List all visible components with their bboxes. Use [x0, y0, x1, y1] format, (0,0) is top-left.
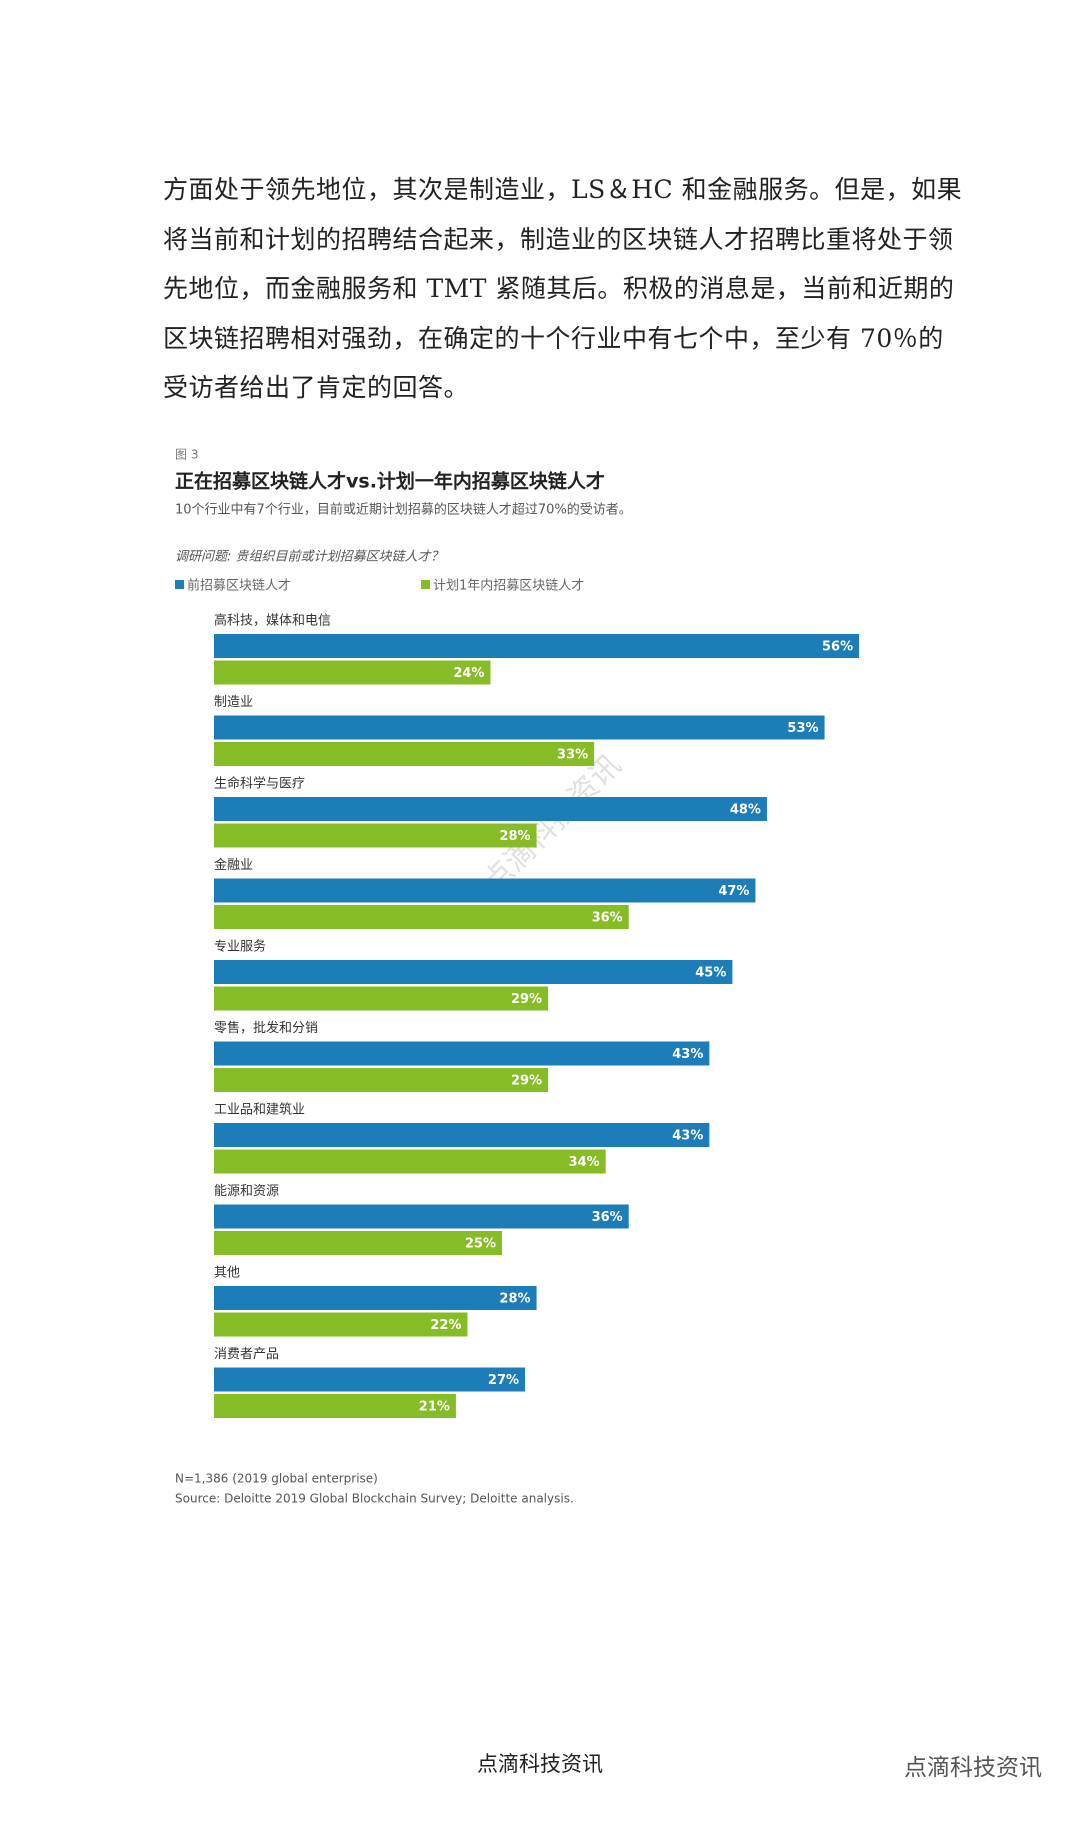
- paragraph-line: 区块链招聘相对强劲，在确定的十个行业中有七个中，至少有 70％的: [163, 323, 944, 353]
- value-label: 28%: [499, 829, 530, 844]
- value-label: 27%: [488, 1373, 519, 1388]
- value-label: 48%: [730, 803, 761, 818]
- category-label: 制造业: [214, 695, 253, 710]
- legend-swatch: [421, 580, 430, 589]
- value-label: 43%: [672, 1047, 703, 1062]
- category-label: 高科技，媒体和电信: [214, 613, 331, 629]
- value-label: 28%: [499, 1292, 530, 1307]
- legend-swatch: [175, 580, 184, 589]
- category-label: 能源和资源: [214, 1184, 279, 1199]
- value-label: 29%: [511, 1074, 542, 1089]
- footer-right: 点滴科技资讯: [904, 1755, 1042, 1781]
- category-label: 零售，批发和分销: [214, 1020, 318, 1036]
- bar: [214, 1286, 537, 1310]
- chart-subtitle: 10个行业中有7个行业，目前或近期计划招募的区块链人才超过70%的受访者。: [175, 502, 632, 518]
- category-label: 金融业: [214, 857, 253, 873]
- bar: [214, 1041, 710, 1066]
- bar: [214, 715, 825, 740]
- value-label: 33%: [557, 748, 588, 763]
- value-label: 53%: [787, 721, 818, 736]
- bar: [214, 1231, 502, 1255]
- footer-center: 点滴科技资讯: [477, 1752, 603, 1776]
- bar: [214, 660, 491, 685]
- paragraph-line: 受访者给出了肯定的回答。: [163, 373, 470, 402]
- question: 调研问题: 贵组织目前或计划招募区块链人才？: [175, 550, 444, 565]
- bar: [214, 878, 756, 903]
- chart-title: 正在招募区块链人才vs.计划一年内招募区块链人才: [175, 470, 605, 493]
- value-label: 43%: [672, 1129, 703, 1144]
- bar: [214, 742, 595, 766]
- note: N=1,386 (2019 global enterprise): [175, 1472, 378, 1486]
- paragraph-line: 将当前和计划的招聘结合起来，制造业的区块链人才招聘比重将处于领: [163, 224, 954, 254]
- value-label: 34%: [569, 1155, 600, 1170]
- bar: [214, 823, 537, 848]
- category-label: 其他: [214, 1266, 240, 1281]
- bar: [214, 1123, 710, 1147]
- value-label: 47%: [718, 884, 749, 899]
- value-label: 45%: [695, 966, 726, 981]
- value-label: 29%: [511, 992, 542, 1007]
- value-label: 24%: [453, 666, 484, 681]
- note: Source: Deloitte 2019 Global Blockchain …: [175, 1492, 574, 1506]
- bar: [214, 986, 549, 1011]
- value-label: 56%: [822, 640, 853, 655]
- bar: [214, 797, 767, 821]
- value-label: 21%: [419, 1400, 450, 1415]
- bar: [214, 1149, 606, 1174]
- category-label: 工业品和建筑业: [214, 1102, 305, 1118]
- bar: [214, 960, 733, 984]
- category-label: 消费者产品: [214, 1347, 279, 1362]
- category-label: 生命科学与医疗: [214, 776, 305, 792]
- paragraph-line: 先地位，而金融服务和 TMT 紧随其后。积极的消息是，当前和近期的: [163, 274, 955, 303]
- bar: [214, 1367, 526, 1392]
- paragraph-line: 方面处于领先地位，其次是制造业，LS＆HC 和金融服务。但是，如果: [163, 175, 963, 204]
- bar: [214, 634, 860, 658]
- figure-label: 图 3: [175, 448, 198, 462]
- category-label: 专业服务: [214, 939, 266, 955]
- value-label: 25%: [465, 1237, 496, 1252]
- bar: [214, 1394, 456, 1418]
- value-label: 22%: [430, 1318, 461, 1333]
- bar: [214, 905, 629, 929]
- value-label: 36%: [592, 1210, 623, 1225]
- legend-label: 前招募区块链人才: [187, 578, 291, 594]
- bar: [214, 1068, 549, 1092]
- bar: [214, 1204, 629, 1229]
- bar: [214, 1312, 468, 1337]
- value-label: 36%: [592, 911, 623, 926]
- legend-label: 计划1年内招募区块链人才: [433, 578, 584, 594]
